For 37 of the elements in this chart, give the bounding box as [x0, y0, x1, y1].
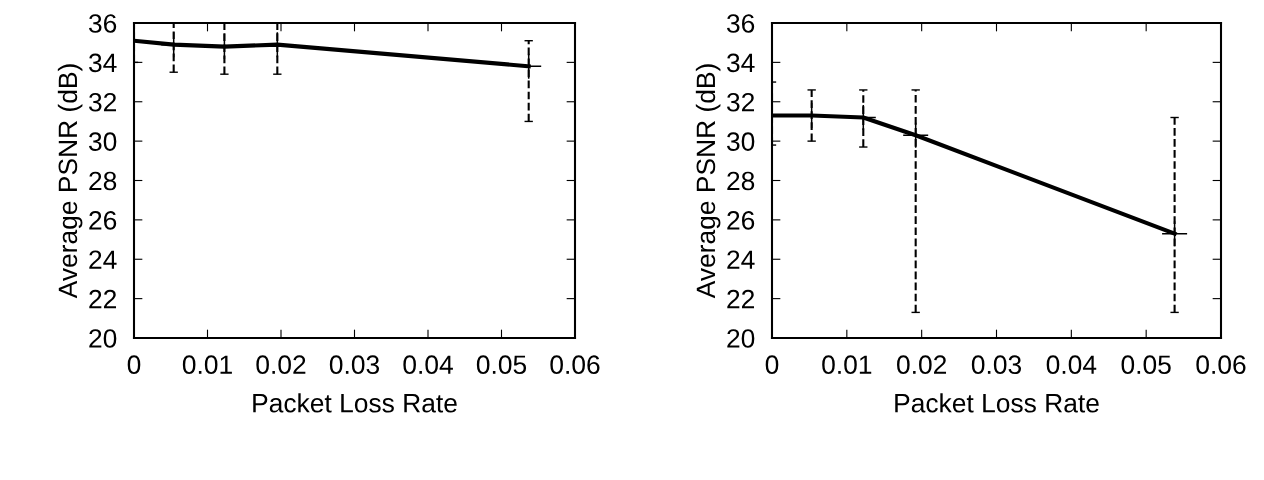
y-tick-label: 24 [727, 250, 755, 269]
y-tick-label: 28 [727, 171, 755, 191]
x-axis-title: Packet Loss Rate [895, 393, 1099, 413]
y-tick-label: 20 [727, 329, 755, 348]
y-tick-label: 28 [89, 171, 117, 191]
x-tick-label: 0.06 [550, 355, 600, 375]
x-tick-label: 0.05 [476, 355, 527, 375]
y-tick-label: 30 [88, 132, 117, 151]
y-tick-label: 32 [726, 92, 755, 112]
x-tick-label: 0.02 [256, 355, 306, 375]
y-tick-label: 22 [89, 289, 117, 309]
x-tick-label: 0.04 [1046, 355, 1097, 375]
x-tick-label: 0.03 [329, 355, 380, 375]
y-tick-label: 26 [89, 211, 117, 230]
y-tick-label: 34 [726, 53, 755, 73]
y-tick-label: 30 [726, 132, 755, 151]
y-axis-title: Average PSNR (dB) [57, 64, 83, 299]
y-tick-label: 36 [726, 14, 755, 33]
x-tick-label: 0.02 [897, 355, 947, 375]
x-tick-label: 0.04 [403, 355, 453, 375]
y-tick-label: 22 [727, 289, 755, 309]
x-tick-label: 0 [765, 355, 779, 375]
x-tick-label: 0.01 [822, 355, 872, 375]
x-tick-label: 0.01 [182, 355, 232, 375]
y-tick-label: 26 [727, 211, 755, 230]
y-tick-label: 34 [88, 53, 117, 73]
y-tick-label: 32 [88, 92, 117, 112]
x-tick-label: 0.05 [1121, 355, 1171, 375]
y-axis-title: Average PSNR (dB) [695, 64, 721, 299]
y-tick-label: 36 [88, 14, 117, 33]
point [903, 122, 929, 148]
y-tick-label: 24 [89, 250, 117, 269]
y-tick-label: 20 [89, 329, 117, 348]
x-axis-title: Packet Loss Rate [253, 393, 457, 413]
x-tick-label: 0 [127, 355, 141, 375]
x-tick-label: 0.06 [1196, 355, 1246, 375]
x-tick-label: 0.03 [971, 355, 1022, 375]
